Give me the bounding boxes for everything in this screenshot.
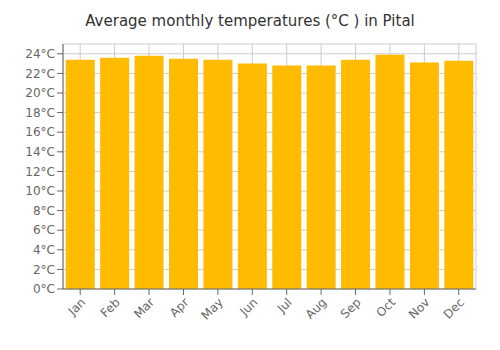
svg-text:10°C: 10°C [25,184,55,198]
svg-text:Jun: Jun [237,295,261,319]
svg-text:Mar: Mar [131,295,157,321]
svg-text:May: May [199,295,226,322]
svg-text:8°C: 8°C [33,204,55,218]
html-text:Average monthly temperatures (: Average monthly temperatures (°C ) in Pi… [85,12,415,30]
svg-text:Nov: Nov [406,295,432,321]
svg-text:18°C: 18°C [25,106,55,120]
svg-text:22°C: 22°C [25,67,55,81]
svg-text:12°C: 12°C [25,165,55,179]
svg-text:4°C: 4°C [33,243,55,257]
svg-text:0°C: 0°C [33,282,55,296]
svg-text:6°C: 6°C [33,223,55,237]
svg-text:Apr: Apr [167,295,192,320]
svg-text:Sep: Sep [338,295,364,321]
svg-text:Oct: Oct [374,295,399,320]
svg-text:Jul: Jul [274,295,295,316]
svg-text:20°C: 20°C [25,86,55,100]
svg-text:16°C: 16°C [25,125,55,139]
svg-text:24°C: 24°C [25,47,55,61]
svg-text:14°C: 14°C [25,145,55,159]
svg-text:Aug: Aug [303,295,329,321]
svg-text:Feb: Feb [98,295,123,320]
svg-text:2°C: 2°C [33,263,55,277]
svg-text:Dec: Dec [441,295,467,321]
svg-text:Jan: Jan [65,295,89,319]
